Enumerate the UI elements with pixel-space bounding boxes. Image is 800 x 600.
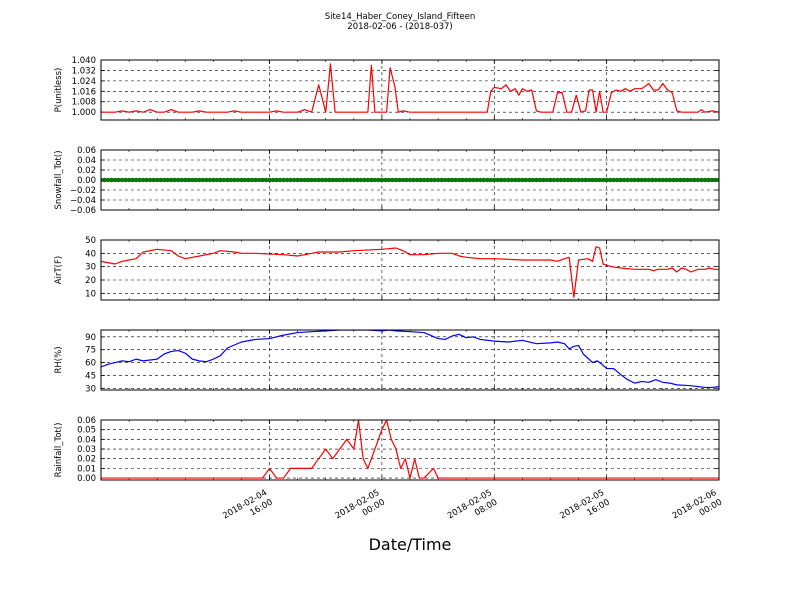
- plot-frame: [100, 329, 720, 391]
- y-tick-label: 0.02: [77, 166, 96, 176]
- y-tick-label: 0.06: [77, 146, 96, 156]
- y-tick-label: 50: [85, 236, 96, 246]
- y-axis-label: RH(%): [54, 346, 64, 373]
- plot-frame: [100, 419, 720, 481]
- y-tick-label: 1.040: [72, 56, 96, 66]
- y-tick-label: −0.06: [70, 206, 96, 216]
- y-tick-label: 90: [85, 333, 96, 343]
- plot-frame: [100, 59, 720, 121]
- y-tick-label: 0.04: [77, 156, 96, 166]
- subplot-4: 30 45 60 75 90 RH(%): [54, 329, 720, 394]
- plot-frame: [100, 239, 720, 301]
- series-group: [101, 177, 719, 183]
- y-tick-label: 10: [85, 289, 96, 299]
- y-tick-label: 75: [85, 346, 96, 356]
- y-tick-label: 30: [85, 263, 96, 273]
- y-tick-label: −0.04: [70, 196, 96, 206]
- y-tick-label: 0.04: [77, 435, 96, 445]
- y-tick-label: 1.000: [72, 108, 96, 118]
- y-tick-label: 45: [85, 371, 96, 381]
- series-group: [101, 63, 719, 113]
- series-line: [101, 246, 719, 298]
- y-tick-label: 1.032: [72, 66, 96, 76]
- y-tick-label: 0.03: [77, 445, 96, 455]
- y-tick-label: 30: [85, 384, 96, 394]
- y-tick-label: −0.02: [70, 186, 96, 196]
- series-group: [101, 330, 719, 389]
- y-tick-label: 1.016: [72, 87, 96, 97]
- y-tick-label: 60: [85, 359, 96, 369]
- y-axis-label: P(unitless): [54, 68, 64, 113]
- x-axis-label: Date/Time: [369, 535, 452, 554]
- series-group: [101, 420, 719, 479]
- y-tick-label: 20: [85, 276, 96, 286]
- plot-frame: [100, 149, 720, 211]
- subplot-3: 10 20 30 40 50 AirT(F): [54, 236, 720, 301]
- y-tick-label: 40: [85, 249, 96, 259]
- series-line: [101, 420, 719, 479]
- y-tick-label: 0.06: [77, 416, 96, 426]
- subplot-2: −0.06−0.04−0.020.000.020.040.06 Snowfall_…: [54, 146, 720, 216]
- series-group: [101, 246, 719, 298]
- y-tick-label: 0.00: [77, 474, 96, 484]
- series-line: [101, 330, 719, 389]
- y-axis-label: AirT(F): [54, 256, 64, 284]
- chart-title-line2: 2018-02-06 - (2018-037): [347, 22, 452, 32]
- y-tick-label: 0.05: [77, 426, 96, 436]
- subplot-5: 0.000.010.020.030.040.050.06 Rainfall_Tot…: [54, 416, 720, 484]
- y-tick-label: 0.00: [77, 176, 96, 186]
- y-tick-label: 1.008: [72, 98, 96, 108]
- series-line: [101, 63, 719, 113]
- y-axis-label: Rainfall_Tot(): [54, 423, 64, 478]
- y-tick-label: 0.01: [77, 464, 96, 474]
- y-tick-label: 0.02: [77, 455, 96, 465]
- chart-title-line1: Site14_Haber_Coney_Island_Fifteen: [325, 12, 476, 22]
- y-axis-label: Snowfall_Tot(): [54, 150, 64, 209]
- y-tick-label: 1.024: [72, 77, 96, 87]
